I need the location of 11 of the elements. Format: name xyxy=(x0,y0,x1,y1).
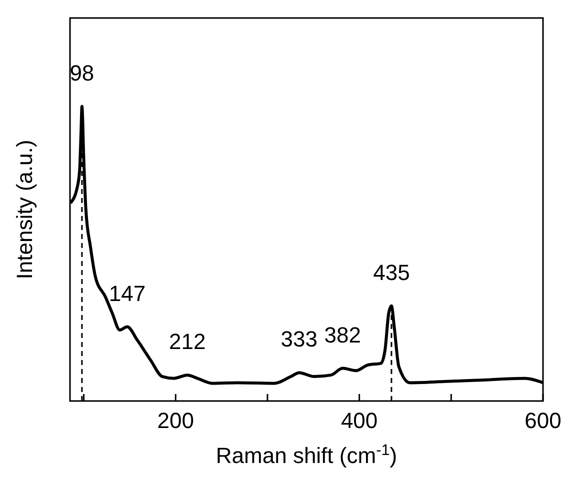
annotation: 147 xyxy=(108,280,146,306)
annotation: 435 xyxy=(373,260,410,285)
x-tick-label: 600 xyxy=(524,408,562,433)
annotation: 98 xyxy=(70,60,94,86)
x-axis-title: Raman shift (cm$^{-1}$) xyxy=(216,442,398,468)
annotation: 212 xyxy=(169,329,206,354)
x-tick-label: 400 xyxy=(340,408,378,433)
y-axis-title: Intensity (a.u.) xyxy=(12,140,37,280)
annotation: 333 xyxy=(280,326,318,352)
x-tick-label: 200 xyxy=(157,408,194,433)
annotation: 382 xyxy=(324,322,361,348)
